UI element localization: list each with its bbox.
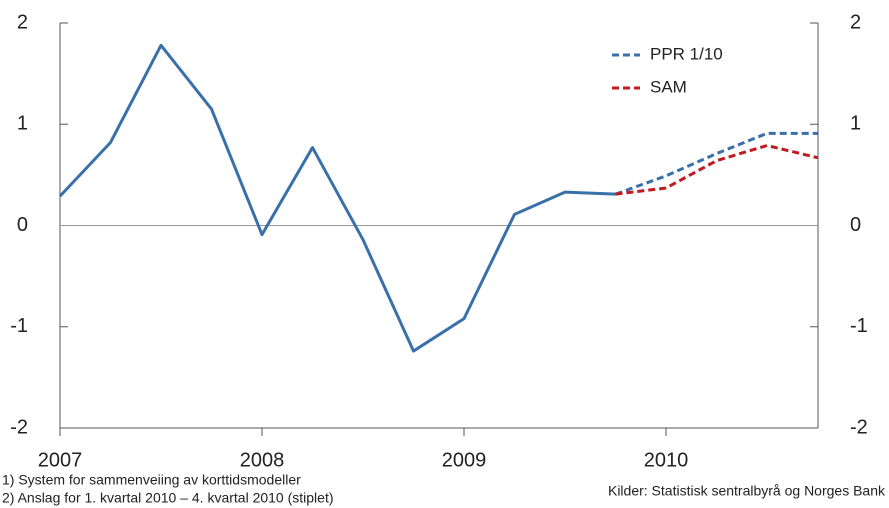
footnote: 1) System for sammenveiing av korttidsmo… (2, 472, 301, 488)
source: Kilder: Statistisk sentralbyrå og Norges… (608, 483, 886, 499)
series-line (58, 43, 616, 353)
x-tick-label: 2008 (240, 449, 285, 471)
y-tick-label: -2 (10, 416, 28, 438)
y-tick-label: 2 (17, 11, 28, 33)
y2-tick-label: -2 (850, 416, 868, 438)
y2-tick-label: 0 (850, 214, 861, 236)
y2-tick-label: 2 (850, 11, 861, 33)
y-tick-label: 1 (17, 113, 28, 135)
series-line (615, 144, 818, 196)
x-tick-label: 2010 (644, 449, 689, 471)
x-tick-label: 2009 (442, 449, 487, 471)
y2-tick-label: 1 (850, 113, 861, 135)
y-tick-label: -1 (10, 315, 28, 337)
y2-tick-label: -1 (850, 315, 868, 337)
footnote: 2) Anslag for 1. kvartal 2010 – 4. kvart… (2, 490, 334, 506)
y-tick-label: 0 (17, 214, 28, 236)
series-line (614, 131, 818, 196)
x-tick-label: 2007 (38, 449, 83, 471)
legend-label: PPR 1/10 (650, 44, 723, 63)
legend-label: SAM (650, 77, 687, 96)
